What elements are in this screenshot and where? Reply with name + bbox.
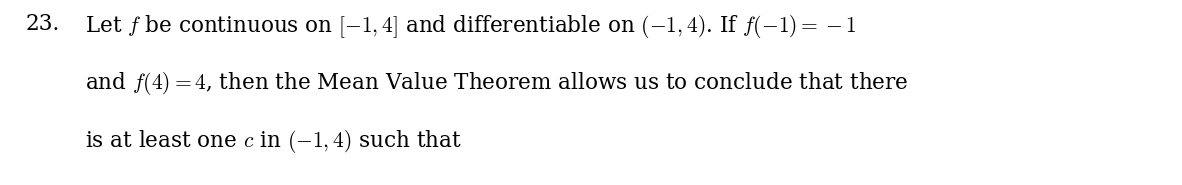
Text: Let $f$ be continuous on $[-1, 4]$ and differentiable on $(-1, 4)$. If $f(-1) = : Let $f$ be continuous on $[-1, 4]$ and d… [85, 13, 857, 40]
Text: 23.: 23. [26, 13, 60, 35]
Text: is at least one $c$ in $(-1, 4)$ such that: is at least one $c$ in $(-1, 4)$ such th… [85, 128, 462, 155]
Text: and $f(4) = 4$, then the Mean Value Theorem allows us to conclude that there: and $f(4) = 4$, then the Mean Value Theo… [85, 70, 909, 97]
